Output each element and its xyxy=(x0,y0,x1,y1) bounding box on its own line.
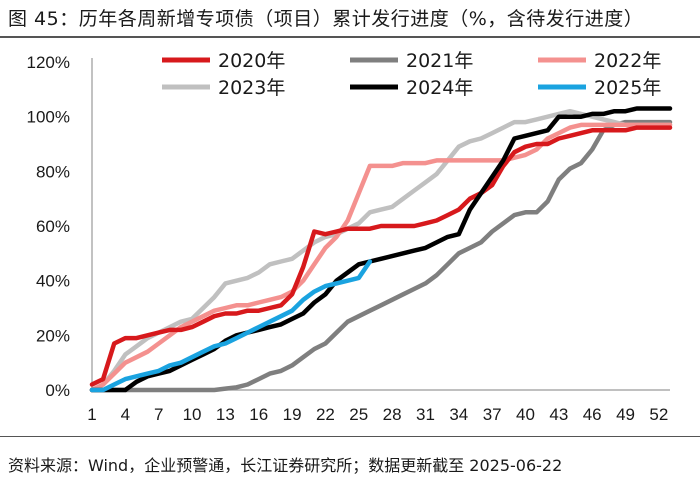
x-tick-label: 49 xyxy=(616,405,635,424)
y-tick-label: 20% xyxy=(36,326,70,345)
series-line-2021 xyxy=(89,119,673,393)
y-tick-label: 0% xyxy=(45,381,70,400)
x-tick-label: 7 xyxy=(154,405,163,424)
y-tick-label: 60% xyxy=(36,217,70,236)
x-tick-label: 16 xyxy=(249,405,268,424)
x-tick-label: 46 xyxy=(583,405,602,424)
chart-axes: 0% 20% 40% 60% 80% 100% 120% 1 4 7 10 13 16 19 22 25 28 3… xyxy=(27,53,670,424)
footer-rule xyxy=(0,436,700,437)
x-tick-label: 43 xyxy=(549,405,568,424)
y-tick-label: 100% xyxy=(27,108,70,127)
line-chart: 0% 20% 40% 60% 80% 100% 120% 1 4 7 10 13 16 19 22 25 28 3… xyxy=(27,50,673,424)
chart-title: 图 45：历年各周新增专项债（项目）累计发行进度（%，含待发行进度） xyxy=(8,8,644,30)
x-tick-label: 25 xyxy=(349,405,368,424)
chart-legend: 2020年 2021年 2022年 2023年 2024年 2025年 xyxy=(162,50,661,99)
x-tick-label: 4 xyxy=(121,405,130,424)
x-tick-label: 10 xyxy=(183,405,202,424)
legend-label: 2025年 xyxy=(594,77,661,99)
x-tick-label: 19 xyxy=(283,405,302,424)
x-tick-label: 37 xyxy=(483,405,502,424)
series-line-2023 xyxy=(89,108,673,393)
series-line-2025 xyxy=(89,259,373,393)
x-tick-label: 13 xyxy=(216,405,235,424)
legend-label: 2023年 xyxy=(218,77,285,99)
series-line-2020 xyxy=(89,125,673,387)
x-tick-label: 22 xyxy=(316,405,335,424)
x-tick-label: 34 xyxy=(449,405,468,424)
chart-series xyxy=(89,106,673,393)
series-line-2024 xyxy=(89,106,673,393)
y-tick-label: 80% xyxy=(36,162,70,181)
legend-label: 2020年 xyxy=(218,50,285,72)
y-tick-label: 40% xyxy=(36,272,70,291)
legend-label: 2021年 xyxy=(406,50,473,72)
x-tick-label: 52 xyxy=(649,405,668,424)
title-rule xyxy=(0,36,700,38)
legend-label: 2022年 xyxy=(594,50,661,72)
x-tick-label: 40 xyxy=(516,405,535,424)
y-tick-label: 120% xyxy=(27,53,70,72)
x-tick-label: 31 xyxy=(416,405,435,424)
x-tick-label: 28 xyxy=(383,405,402,424)
source-note: 资料来源：Wind，企业预警通，长江证券研究所；数据更新截至 2025-06-2… xyxy=(8,456,563,475)
series-line-2022 xyxy=(89,122,673,393)
x-tick-label: 1 xyxy=(87,405,96,424)
legend-label: 2024年 xyxy=(406,77,473,99)
